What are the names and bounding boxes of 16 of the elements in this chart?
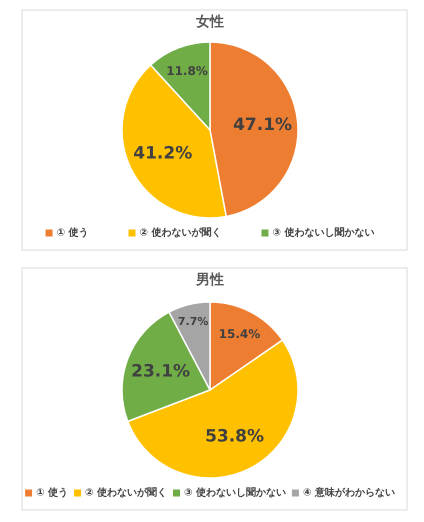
chart-title: 女性 <box>195 14 224 30</box>
data-label: 47.1% <box>233 115 292 136</box>
data-label: 53.8% <box>205 426 264 447</box>
legend-label: ③ 使わないし聞かない <box>184 486 286 498</box>
data-label: 41.2% <box>133 144 192 164</box>
legend-label: ③ 使わないし聞かない <box>272 226 374 238</box>
legend-label: ① 使う <box>56 226 89 238</box>
data-label: 23.1% <box>131 361 190 382</box>
data-label: 7.7% <box>178 315 208 328</box>
legend-label: ④ 意味がわからない <box>302 486 395 498</box>
legend-label: ② 使わないが聞く <box>140 226 222 238</box>
chart-title: 男性 <box>195 272 224 288</box>
data-label: 15.4% <box>218 326 260 341</box>
legend-label: ② 使わないが聞く <box>85 486 167 498</box>
legend-label: ① 使う <box>36 486 68 498</box>
data-label: 11.8% <box>166 64 208 78</box>
